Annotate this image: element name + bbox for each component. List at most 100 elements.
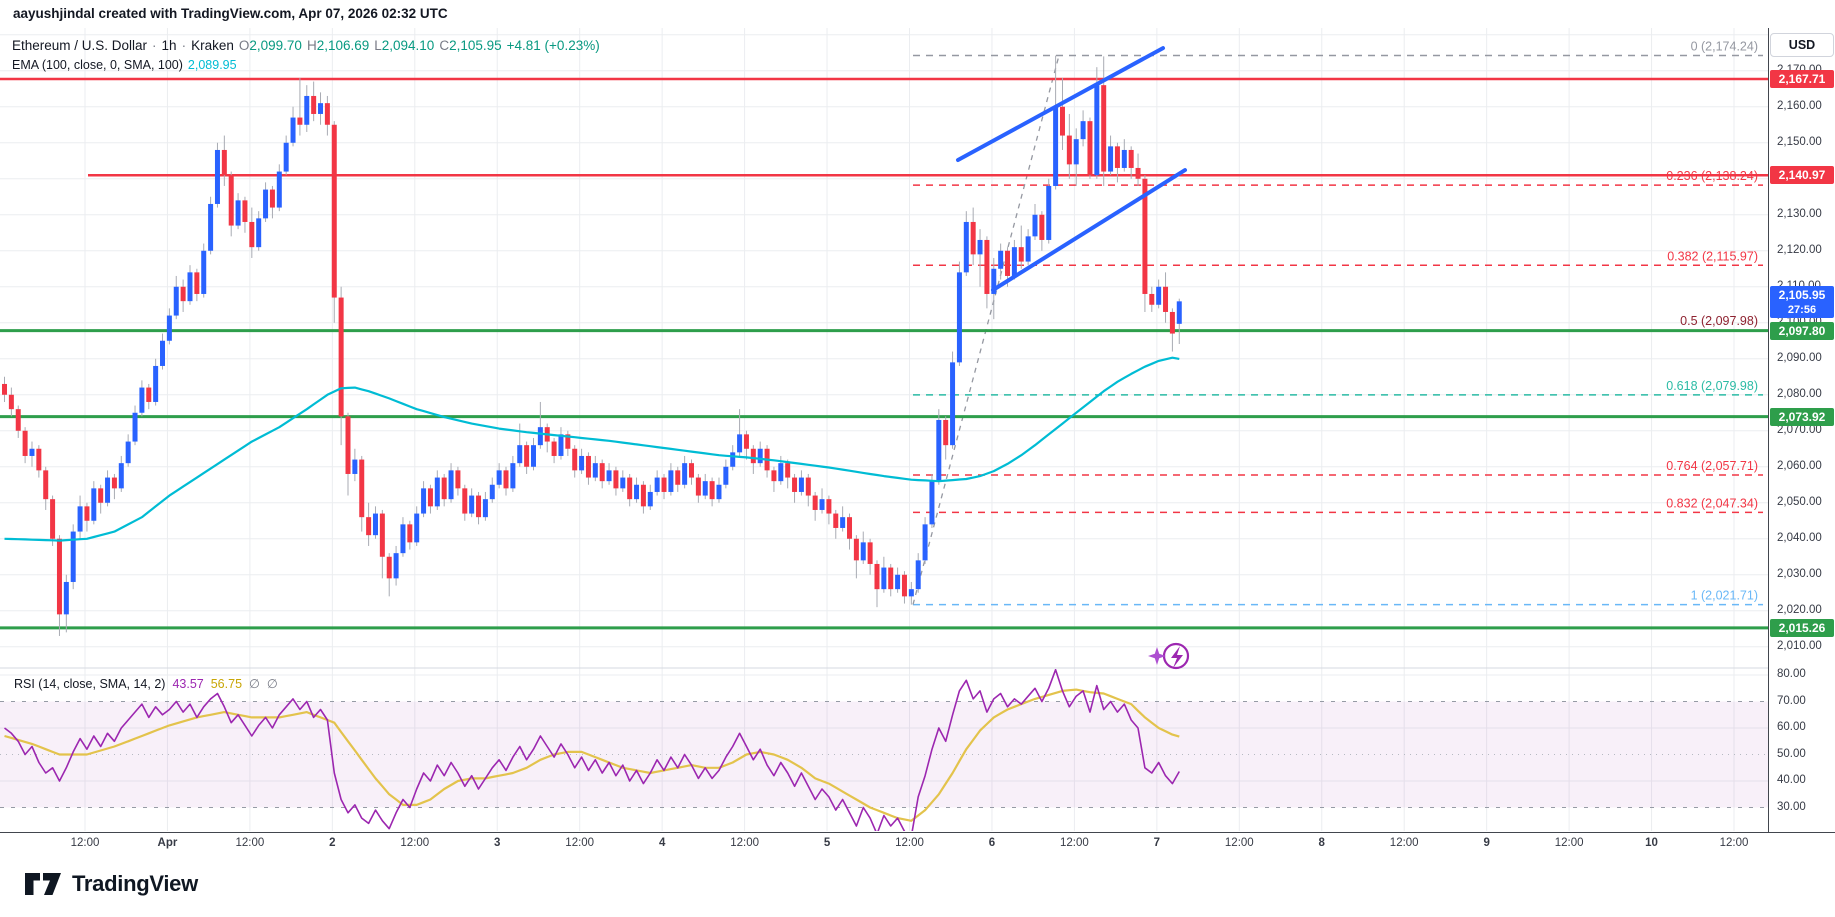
candle	[750, 448, 756, 464]
candle	[448, 470, 454, 500]
candle	[936, 419, 942, 482]
separator-dot: ·	[152, 38, 157, 53]
price-tick-label: 2,010.00	[1777, 639, 1822, 652]
tradingview-logo-icon	[25, 873, 61, 895]
candle	[888, 567, 894, 590]
time-scale[interactable]: 12:00 Apr 12:00 2 12:00 3 12:00 4 12:00 5 12:00 6 12…	[0, 832, 1835, 856]
candle	[29, 448, 35, 456]
candle	[1011, 247, 1017, 276]
candle	[874, 563, 880, 590]
candle	[118, 463, 124, 489]
candle	[160, 340, 166, 366]
time-tick-label: 12:00	[400, 837, 430, 849]
candle	[228, 175, 234, 226]
time-tick-label: 12:00	[1554, 837, 1584, 849]
candle	[771, 470, 777, 482]
candle	[627, 477, 633, 500]
candle	[606, 470, 612, 482]
horizontal-lines	[0, 77, 1768, 630]
trend-channel[interactable]	[956, 46, 1187, 292]
candle	[421, 488, 427, 514]
candle	[15, 409, 21, 431]
price-tick-label: 2,050.00	[1777, 495, 1822, 508]
candle	[592, 463, 598, 478]
candle	[249, 221, 255, 248]
symbol-legend-row[interactable]: Ethereum / U.S. Dollar · 1h · Kraken O2,…	[12, 36, 600, 55]
price-tick-label: 2,020.00	[1777, 603, 1822, 616]
candle	[70, 531, 76, 582]
time-tick-label: 12:00	[730, 837, 759, 849]
candle	[331, 124, 337, 298]
fib-label: 1 (2,021.71)	[1691, 589, 1758, 603]
candle	[867, 542, 873, 564]
candle	[613, 470, 619, 489]
candle	[476, 495, 482, 518]
fib-label: 0 (2,174.24)	[1691, 39, 1758, 53]
footer-bar: TradingView	[0, 855, 1835, 917]
rsi-band-empty-icon: ∅	[249, 677, 260, 691]
candle	[434, 477, 440, 507]
tradingview-brand[interactable]: TradingView	[24, 869, 198, 899]
candle	[63, 581, 69, 615]
candle	[970, 221, 976, 255]
chart-canvas[interactable]: 0 (2,174.24)0.236 (2,138.24)0.382 (2,115…	[0, 28, 1768, 832]
candle	[283, 142, 289, 172]
candle	[585, 455, 591, 478]
current-price-badge: 2,105.95 27:56	[1770, 286, 1834, 319]
price-scale[interactable]: 2,170.002,160.002,150.002,140.002,130.00…	[1768, 28, 1835, 832]
fib-label: 0.618 (2,079.98)	[1666, 379, 1758, 393]
time-tick-label: 8	[1318, 837, 1325, 849]
candle	[91, 488, 97, 521]
fib-label: 0.832 (2,047.34)	[1666, 496, 1758, 510]
candle	[963, 221, 969, 273]
candle	[125, 441, 131, 464]
rsi-ma-value: 56.75	[210, 677, 243, 691]
candle	[441, 477, 447, 500]
symbol-name: Ethereum / U.S. Dollar	[12, 38, 148, 53]
candle	[1032, 214, 1038, 237]
candle	[400, 524, 406, 554]
candle	[1018, 247, 1024, 262]
rsi-band	[0, 701, 1768, 808]
candle	[8, 394, 14, 410]
candle	[833, 513, 839, 528]
candle	[723, 466, 729, 485]
time-tick-label: 12:00	[235, 837, 265, 849]
candle	[1025, 236, 1031, 262]
rsi-tick-label: 80.00	[1777, 668, 1806, 680]
time-tick-label: 12:00	[895, 837, 924, 849]
candle	[393, 553, 399, 579]
candle	[901, 574, 907, 597]
candle	[194, 272, 200, 294]
trend-line	[991, 168, 1187, 292]
candle	[221, 149, 227, 176]
candle	[709, 481, 715, 500]
candle	[22, 430, 28, 456]
rsi-legend-row[interactable]: RSI (14, close, SMA, 14, 2) 43.57 56.75 …	[14, 676, 278, 691]
currency-toggle-button[interactable]: USD	[1770, 33, 1834, 57]
candles-layer	[2, 55, 1182, 636]
candle	[427, 488, 433, 507]
candle	[338, 297, 344, 417]
candle	[689, 463, 694, 478]
ema-legend-row[interactable]: EMA (100, close, 0, SMA, 100) 2,089.95	[12, 56, 600, 75]
candle	[1046, 185, 1052, 240]
candle	[1073, 139, 1079, 165]
candle	[743, 434, 749, 449]
candle	[386, 556, 392, 579]
trend-line	[956, 46, 1165, 163]
candle	[1101, 85, 1107, 172]
fib-label: 0.382 (2,115.97)	[1667, 249, 1758, 263]
candle	[1114, 146, 1120, 168]
fib-label: 0.5 (2,097.98)	[1680, 314, 1758, 328]
candle	[132, 412, 138, 442]
lightning-marker-icon[interactable]	[1148, 642, 1190, 670]
candle	[922, 524, 928, 561]
candle	[173, 286, 179, 316]
candle	[496, 470, 502, 485]
ohlc-low: L2,094.10	[374, 38, 435, 53]
candle	[214, 149, 220, 204]
ohlc-close: C2,105.95	[439, 38, 502, 53]
candle	[524, 445, 530, 467]
price-tick-label: 2,160.00	[1777, 99, 1822, 112]
